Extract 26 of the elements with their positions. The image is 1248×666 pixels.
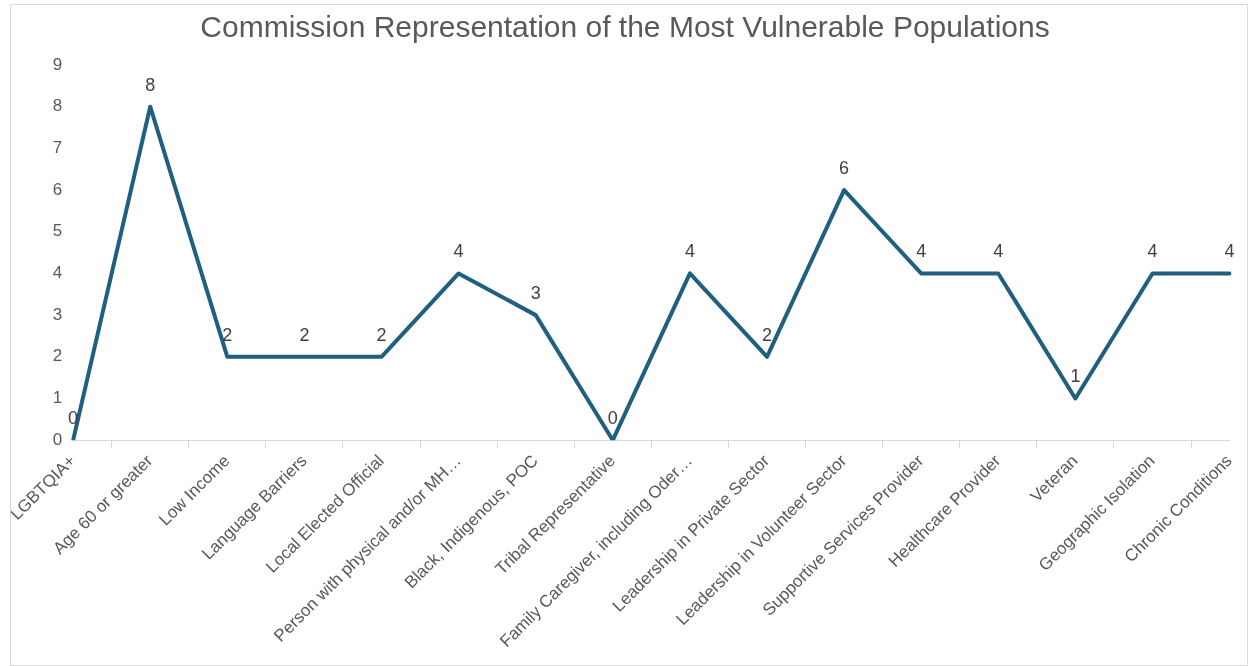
- data-label: 2: [222, 324, 233, 345]
- y-tick-label: 8: [52, 96, 63, 116]
- data-label: 3: [530, 283, 541, 304]
- y-tick-label: 5: [52, 221, 63, 241]
- y-tick-label: 9: [52, 54, 63, 74]
- chart-title: Commission Representation of the Most Vulnerable Populations: [200, 10, 1050, 44]
- data-label: 6: [839, 158, 850, 179]
- data-label: 0: [607, 408, 618, 429]
- y-tick-label: 7: [52, 138, 63, 158]
- data-label: 4: [1147, 241, 1158, 262]
- data-label: 4: [684, 241, 695, 262]
- y-tick-label: 0: [52, 429, 63, 449]
- data-label: 8: [145, 74, 156, 95]
- data-label: 4: [916, 241, 927, 262]
- y-tick-label: 6: [52, 179, 63, 199]
- data-label: 2: [299, 324, 310, 345]
- data-label: 4: [453, 241, 464, 262]
- y-tick-label: 2: [52, 346, 63, 366]
- data-label: 4: [1224, 241, 1235, 262]
- y-tick-label: 3: [52, 304, 63, 324]
- y-tick-label: 1: [52, 388, 63, 408]
- y-tick-label: 4: [52, 263, 63, 283]
- data-label: 4: [993, 241, 1004, 262]
- data-label: 2: [761, 324, 772, 345]
- data-label: 1: [1070, 366, 1081, 387]
- data-label: 2: [376, 324, 387, 345]
